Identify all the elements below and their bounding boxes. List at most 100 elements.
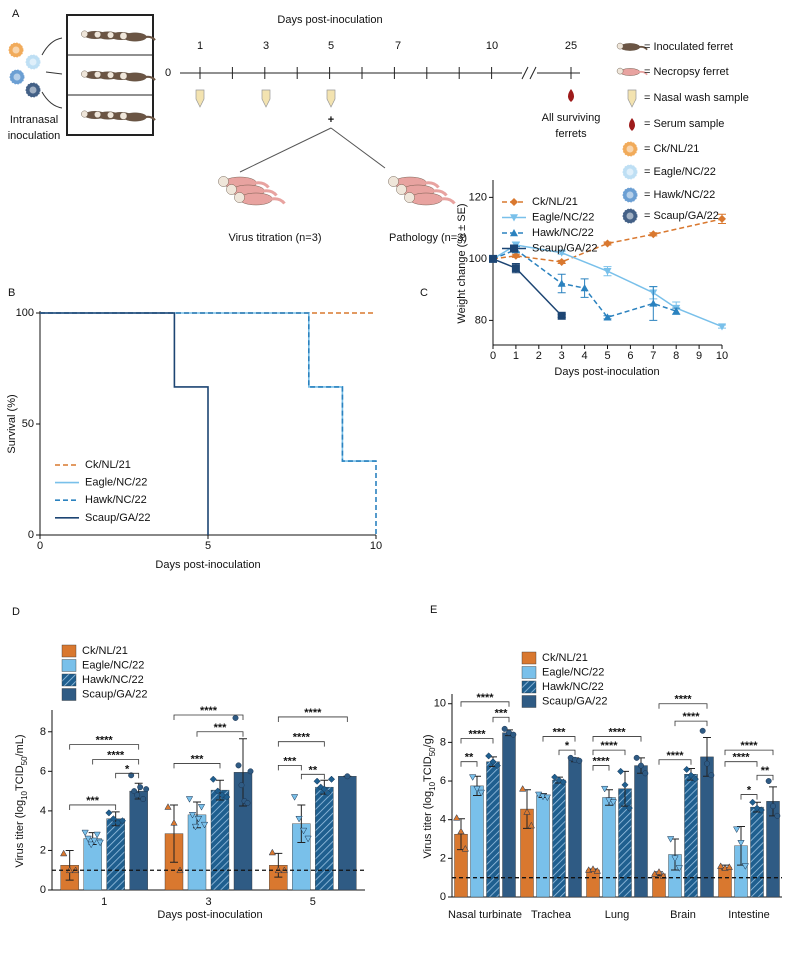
day-label: 7 [395,40,401,52]
legend-label: Eagle/NC/22 [532,212,594,224]
marker [609,799,617,807]
virus-core [626,191,634,199]
x-axis-label: Days post-inoculation [554,366,659,378]
marker [131,788,138,795]
marker [137,784,144,791]
virus-core [626,168,634,176]
marker [737,840,745,847]
bar [750,806,764,898]
marker [188,812,197,819]
error-bar [65,849,74,881]
serum-drop [568,89,574,102]
y-tick-label: 8 [440,736,446,748]
necropsy-lines [239,127,386,173]
ferret-head [234,192,245,203]
marker [197,804,206,811]
legend-label: = Necropsy ferret [644,66,729,78]
marker [589,865,597,872]
day-label: 10 [486,40,498,52]
panel-letter: B [8,287,15,299]
y-tick-label: 0 [28,529,34,541]
ferret-tail [145,115,156,121]
marker [244,800,251,806]
legend-label: Scaup/GA/22 [82,689,147,701]
marker [344,773,351,780]
day-label: 5 [328,40,334,52]
x-tick-label: 5 [205,540,211,552]
ferret-head [616,42,624,50]
serum-label: All surviving [542,112,601,124]
y-tick-label: 120 [469,191,487,203]
legend-label: = Serum sample [644,118,724,130]
marker [510,214,518,222]
error-bar [239,738,247,807]
significance-label: * [125,763,130,775]
marker [603,313,612,321]
marker [493,762,501,770]
legend-label: Hawk/NC/22 [542,681,604,693]
inoculation-boxes [66,14,154,136]
weight-line [492,258,563,317]
significance-label: ** [761,765,770,777]
marker [749,798,757,806]
bar [536,795,550,898]
bar [210,789,230,891]
x-axis-label: Days post-inoculation [155,559,260,571]
significance-label: *** [553,727,567,739]
marker [601,785,609,793]
significance-label: **** [740,740,758,752]
significance-label: **** [468,729,486,741]
marker [603,267,612,276]
ferret-head [81,30,88,38]
y-tick-label: 10 [434,698,446,710]
pathology-label: Pathology (n=3) [389,232,467,244]
legend-label: = Ck/NL/21 [644,143,699,155]
significance-bracket [542,736,576,742]
marker [687,771,695,779]
marker [209,775,217,783]
legend-label: Ck/NL/21 [542,652,588,664]
marker [774,812,781,819]
x-tick-label: 2 [536,350,542,362]
marker [268,848,276,856]
marker [223,793,231,801]
day-label: 3 [263,40,269,52]
marker [741,863,749,870]
marker [87,841,95,849]
ferret-tail [638,45,648,51]
ferret-tail [424,181,440,189]
bar [486,761,500,898]
marker [320,785,328,793]
ferret-head [107,31,114,39]
x-tick-label: Nasal turbinate [448,909,522,921]
x-tick-label: 9 [696,350,702,362]
legend-swatch [61,673,77,687]
significance-bracket [674,720,708,727]
x-tick-label: Brain [670,909,696,921]
significance-label: * [565,740,570,752]
y-tick-label: 100 [16,307,34,319]
bar [502,732,516,898]
y-tick-label: 50 [22,418,34,430]
marker [473,785,481,793]
marker [81,829,89,837]
significance-label: **** [107,749,125,761]
bar [568,759,582,898]
legend-label: Hawk/NC/22 [532,227,594,239]
marker [691,775,699,783]
y-axis-label: Virus titer (log10TCID50/mL) [14,734,29,867]
significance-label: **** [304,707,322,719]
marker [617,767,625,775]
marker [557,257,566,266]
marker [60,849,68,857]
marker [143,786,150,793]
significance-label: ** [309,764,318,776]
x-tick-label: 10 [716,350,728,362]
virus-core [29,58,37,66]
ferret-tail [638,70,648,76]
significance-bracket [740,794,758,800]
error-bar [297,804,306,844]
significance-label: **** [666,750,684,762]
significance-bracket [277,741,325,747]
